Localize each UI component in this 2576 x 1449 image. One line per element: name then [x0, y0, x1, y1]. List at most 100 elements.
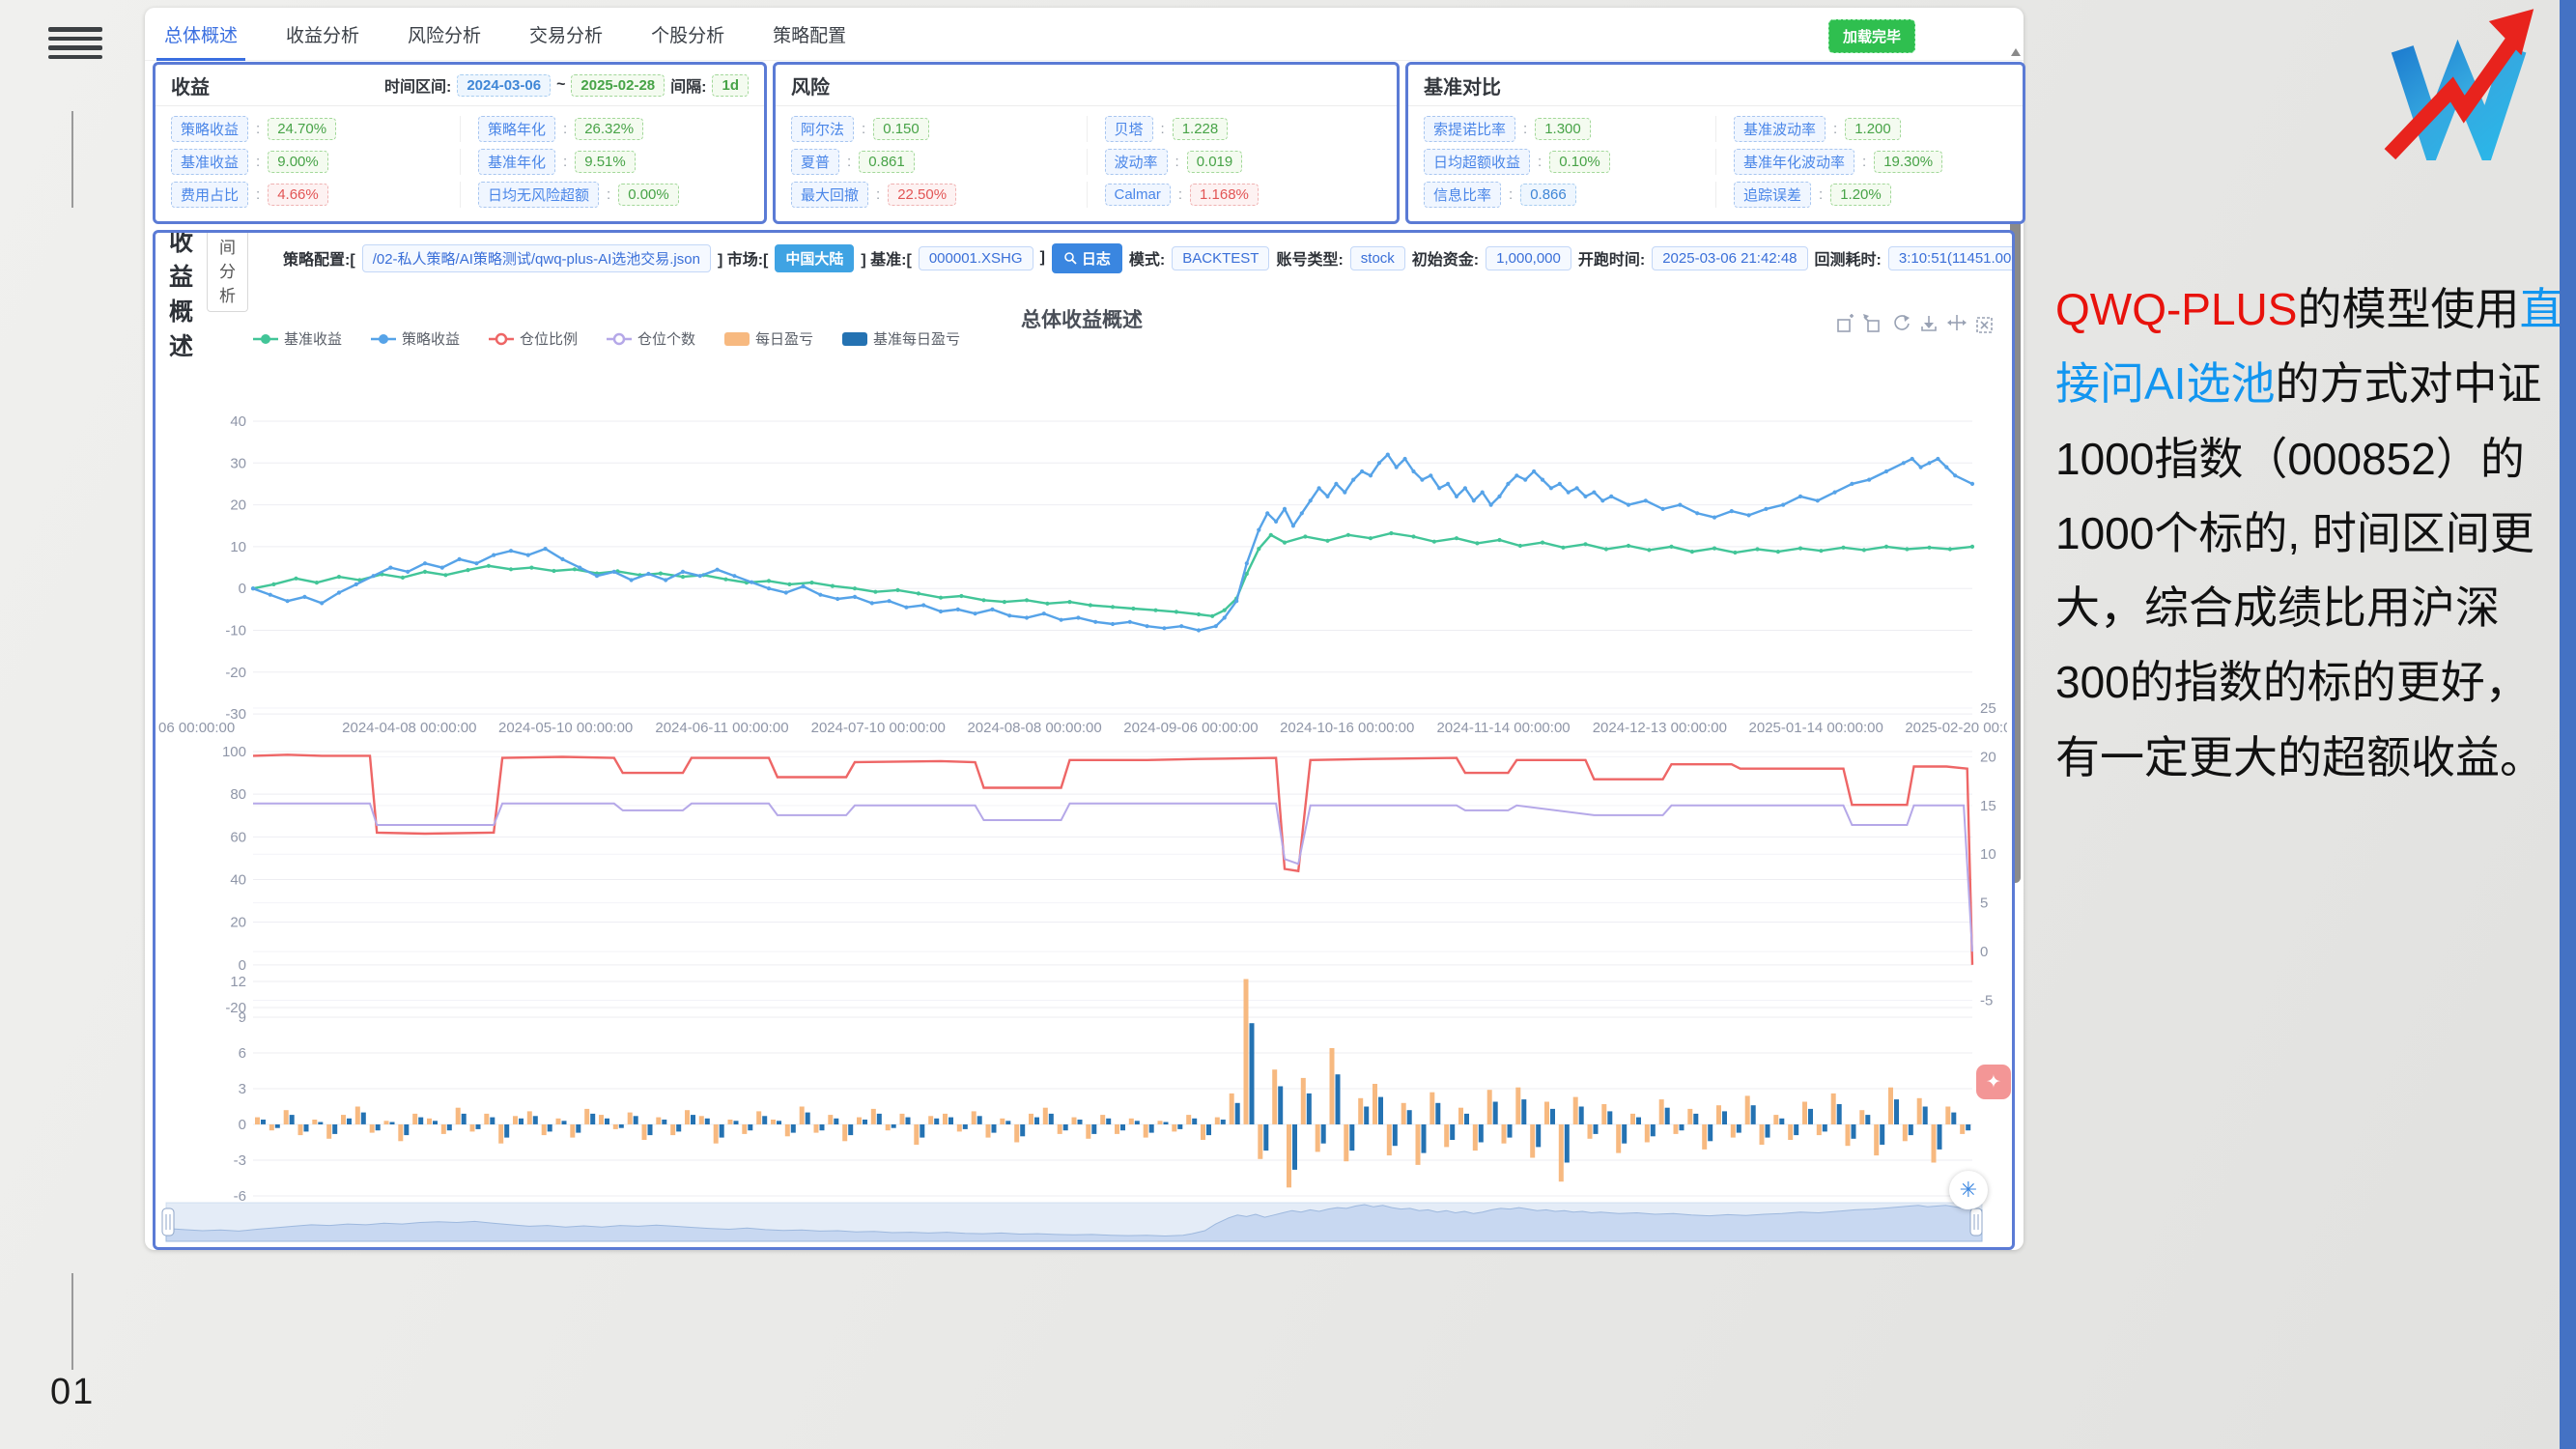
metric-value: 19.30% [1874, 151, 1943, 173]
menu-bar [48, 36, 102, 41]
right-edge-strip [2560, 0, 2576, 1449]
datazoom-right-handle[interactable] [1969, 1208, 1983, 1236]
metric-colon: : [1175, 154, 1179, 170]
datazoom-left-handle[interactable] [161, 1208, 175, 1236]
metric-item: 波动率:0.019 [1086, 149, 1382, 175]
metric-label: 最大回撤 [791, 182, 869, 208]
datazoom-slider[interactable] [161, 1202, 1983, 1242]
svg-text:-6: -6 [234, 1188, 246, 1205]
config-value-chip[interactable]: 2025-03-06 21:42:48 [1652, 245, 1808, 270]
card-scrollbar[interactable] [2009, 48, 2022, 1244]
metric-colon: : [1509, 186, 1514, 203]
log-button[interactable]: 日志 [1051, 242, 1122, 273]
svg-text:20: 20 [1980, 749, 1996, 765]
annotation-segment: 的模型使用 [2297, 284, 2520, 334]
legend-item[interactable]: 仓位比例 [489, 331, 578, 348]
clear-selection-icon[interactable] [1976, 317, 1993, 333]
svg-text:6: 6 [239, 1045, 246, 1062]
annotation-segment: 的方式对中证1000指数（000852）的1000个标的, 时间区间更大，综合成… [2055, 358, 2544, 782]
metric-label: 基准收益 [171, 149, 249, 175]
svg-text:60: 60 [230, 829, 246, 845]
svg-text:30: 30 [230, 455, 246, 471]
metric-panels: 收益 时间区间: 2024-03-06 ~ 2025-02-28 间隔: 1d … [153, 62, 2025, 224]
menu-icon[interactable] [48, 27, 102, 64]
metric-item: 基准年化波动率:19.30% [1715, 149, 2007, 175]
metric-item: 基准年化:9.51% [460, 149, 749, 175]
config-value-chip[interactable]: stock [1349, 245, 1405, 270]
floating-tool-badge[interactable]: ✦ [1976, 1065, 2011, 1099]
svg-text:40: 40 [230, 871, 246, 888]
range-start-date[interactable]: 2024-03-06 [457, 73, 552, 97]
tab-5[interactable]: 个股分析 [651, 25, 725, 46]
legend-item[interactable]: 基准收益 [253, 331, 342, 348]
dashboard-card: 总体概述 收益分析 风险分析 交易分析 个股分析 策略配置 加载完毕 收益 时间区间: 2… [145, 8, 2025, 1250]
move-icon[interactable] [1947, 315, 1967, 330]
metric-colon: : [1160, 121, 1165, 137]
tab-4[interactable]: 交易分析 [529, 25, 604, 46]
metric-value: 0.866 [1520, 184, 1576, 206]
config-value-chip[interactable]: 000001.XSHG [918, 245, 1033, 270]
svg-text:5: 5 [1980, 895, 1988, 912]
tab-1[interactable]: 总体概述 [156, 8, 246, 61]
metric-value: 0.10% [1549, 151, 1610, 173]
legend-item[interactable]: 仓位个数 [607, 331, 695, 348]
config-value-chip[interactable]: 中国大陆 [775, 243, 855, 272]
menu-bar [48, 54, 102, 59]
legend-item[interactable]: 每日盈亏 [724, 331, 813, 348]
metric-value: 0.00% [618, 184, 679, 206]
legend-item[interactable]: 策略收益 [371, 331, 460, 348]
zoom-select-icon[interactable] [1837, 314, 1854, 332]
metric-value: 0.861 [859, 151, 915, 173]
interval-analysis-button[interactable]: 区间分析 [207, 233, 249, 312]
restore-icon[interactable] [1894, 315, 1910, 330]
scroll-up-arrow-icon[interactable] [2011, 48, 2021, 56]
svg-text:基准收益: 基准收益 [284, 331, 342, 348]
tab-6[interactable]: 策略配置 [773, 25, 847, 46]
metric-colon: : [1819, 186, 1824, 203]
annotation-segment: 直接问AI选池 [2055, 284, 2564, 410]
section-title: 总体收益概述 [169, 230, 194, 360]
chart-legend[interactable]: 基准收益 策略收益 仓位比例 仓位个数 每日盈亏 基准每日盈亏 [253, 331, 960, 348]
svg-text:20: 20 [230, 497, 246, 514]
save-image-icon[interactable] [1921, 316, 1937, 331]
legend-item[interactable]: 基准每日盈亏 [842, 331, 960, 348]
svg-text:2024-09-06 00:00:00: 2024-09-06 00:00:00 [1123, 720, 1258, 736]
svg-text:仓位个数: 仓位个数 [637, 331, 695, 348]
range-end-date[interactable]: 2025-02-28 [571, 73, 665, 97]
svg-text:40: 40 [230, 413, 246, 430]
metric-value: 4.66% [268, 184, 328, 206]
risk-panel: 风险 阿尔法:0.150 贝塔:1.228 夏普:0.861 波动率:0.019 最大回… [773, 62, 1400, 224]
svg-text:2024-07-10 00:00:00: 2024-07-10 00:00:00 [811, 720, 946, 736]
metric-value: 1.200 [1845, 118, 1901, 140]
assistant-fab[interactable]: ✳ [1949, 1171, 1988, 1209]
overview-chart[interactable]: 403020100-10-20-30100806040200-202520151… [156, 283, 2007, 1243]
annotation-segment: QWQ-PLUS [2055, 284, 2298, 334]
benchmark-panel: 基准对比 索提诺比率:1.300 基准波动率:1.200 日均超额收益:0.10% 基… [1405, 62, 2025, 224]
metric-value: 24.70% [268, 118, 337, 140]
svg-text:0: 0 [239, 581, 246, 597]
svg-text:-20: -20 [225, 1000, 246, 1016]
svg-text:0: 0 [239, 1117, 246, 1133]
metric-label: 贝塔 [1104, 116, 1153, 142]
svg-text:-30: -30 [225, 706, 246, 723]
svg-text:策略收益: 策略收益 [402, 331, 460, 348]
metric-colon: : [256, 121, 261, 137]
metric-label: 阿尔法 [791, 116, 855, 142]
metric-colon: : [563, 154, 568, 170]
config-value-chip[interactable]: BACKTEST [1172, 245, 1270, 270]
tab-2[interactable]: 收益分析 [286, 25, 360, 46]
config-value-chip[interactable]: 3:10:51(11451.000)s [1887, 245, 2012, 270]
svg-text:2024-12-13 00:00:00: 2024-12-13 00:00:00 [1593, 720, 1727, 736]
svg-text:2024-04-08 00:00:00: 2024-04-08 00:00:00 [342, 720, 476, 736]
config-value-chip[interactable]: 1,000,000 [1486, 245, 1571, 270]
config-label: ] [1039, 249, 1045, 266]
interval-value[interactable]: 1d [712, 73, 749, 97]
config-value-chip[interactable]: /02-私人策略/AI策略测试/qwq-plus-AI选池交易.json [361, 243, 711, 272]
scrollbar-thumb[interactable] [2010, 62, 2021, 883]
brand-logo [2384, 9, 2534, 160]
tab-3[interactable]: 风险分析 [408, 25, 482, 46]
zoom-back-icon[interactable] [1863, 314, 1880, 332]
datazoom-selected-range[interactable] [166, 1203, 1982, 1241]
metric-label: Calmar [1104, 184, 1171, 206]
